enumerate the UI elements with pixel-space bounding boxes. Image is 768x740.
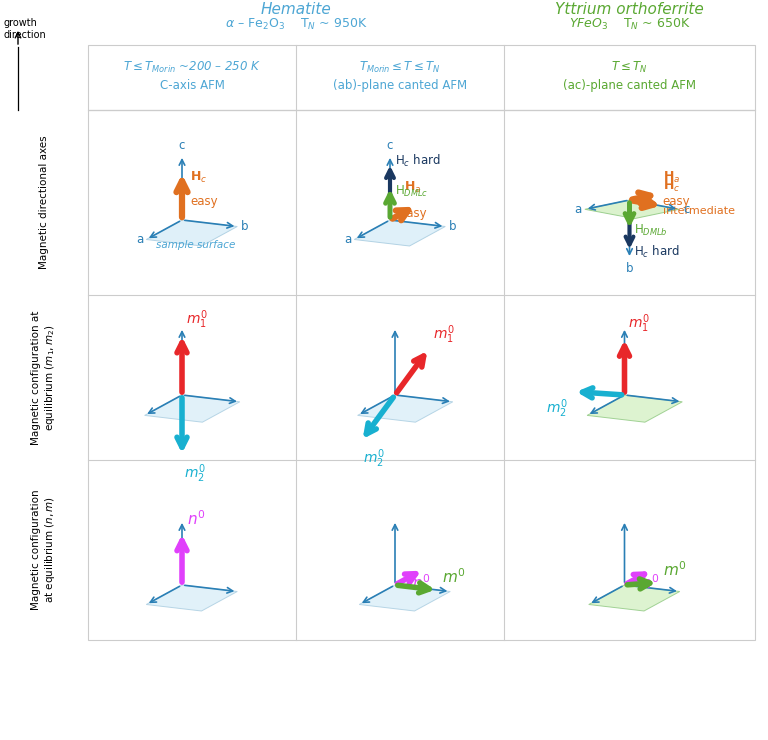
Text: c: c <box>683 203 690 216</box>
Text: easy: easy <box>663 195 690 209</box>
Text: $\alpha$ – Fe$_2$O$_3$    T$_N$ ~ 950K: $\alpha$ – Fe$_2$O$_3$ T$_N$ ~ 950K <box>225 16 367 32</box>
Text: a: a <box>136 233 144 246</box>
Text: $\mathit{m}_2^0$: $\mathit{m}_2^0$ <box>184 462 206 485</box>
Bar <box>88 45 755 110</box>
Text: H$_{DMLb}$: H$_{DMLb}$ <box>634 223 668 238</box>
Text: $m^0$: $m^0$ <box>442 568 466 586</box>
Text: $\mathit{m}_2^0$: $\mathit{m}_2^0$ <box>546 397 568 420</box>
Polygon shape <box>144 395 240 423</box>
Text: $n^0$: $n^0$ <box>412 574 431 592</box>
Text: H$_c$: H$_c$ <box>190 169 207 185</box>
Text: intermediate: intermediate <box>664 206 735 215</box>
Text: sample surface: sample surface <box>156 240 235 249</box>
Text: H$_c$ hard: H$_c$ hard <box>395 152 440 169</box>
Polygon shape <box>587 395 682 423</box>
Text: a: a <box>574 203 582 216</box>
Text: H$_{DMLc}$: H$_{DMLc}$ <box>395 184 429 199</box>
Polygon shape <box>358 395 453 423</box>
Text: c: c <box>387 139 393 152</box>
Text: H$_c$ hard: H$_c$ hard <box>634 243 680 260</box>
Text: a: a <box>344 233 351 246</box>
Polygon shape <box>359 585 450 611</box>
Text: b: b <box>449 220 457 233</box>
Polygon shape <box>589 585 680 611</box>
Text: $\mathit{m}_2^0$: $\mathit{m}_2^0$ <box>363 447 385 470</box>
Text: Magnetic configuration
at equilibrium $(n, m)$: Magnetic configuration at equilibrium $(… <box>31 490 57 610</box>
Text: $YFeO_3$    T$_N$ ~ 650K: $YFeO_3$ T$_N$ ~ 650K <box>569 16 690 32</box>
Text: easy: easy <box>190 195 217 208</box>
Text: $\mathit{m}_1^0$: $\mathit{m}_1^0$ <box>433 323 455 346</box>
Text: $T \leq T_{Morin}$ ~200 – 250 K: $T \leq T_{Morin}$ ~200 – 250 K <box>123 60 261 75</box>
Text: H$_a$: H$_a$ <box>663 170 680 186</box>
Text: Magnetic directional axes: Magnetic directional axes <box>39 135 49 269</box>
Text: b: b <box>241 220 249 233</box>
Text: b: b <box>626 262 634 275</box>
Text: $T_{Morin} \leq T \leq T_N$: $T_{Morin} \leq T \leq T_N$ <box>359 60 441 75</box>
Text: H$_a$: H$_a$ <box>404 180 422 195</box>
Text: $\mathit{m}_1^0$: $\mathit{m}_1^0$ <box>628 312 650 335</box>
Polygon shape <box>146 220 237 246</box>
Polygon shape <box>585 200 679 218</box>
Text: growth
direction: growth direction <box>4 18 47 40</box>
Text: Magnetic configuration at
equilibrium $(m_1, m_2)$: Magnetic configuration at equilibrium $(… <box>31 310 57 445</box>
Text: (ab)-plane canted AFM: (ab)-plane canted AFM <box>333 79 467 92</box>
Text: c: c <box>179 139 185 152</box>
Polygon shape <box>146 585 237 611</box>
Text: $m^0$: $m^0$ <box>663 560 687 579</box>
Text: $n^0$: $n^0$ <box>187 509 206 528</box>
Text: C-axis AFM: C-axis AFM <box>160 79 224 92</box>
Text: H$_c$: H$_c$ <box>664 178 680 194</box>
Text: Yttrium orthoferrite: Yttrium orthoferrite <box>555 2 704 18</box>
Text: (ac)-plane canted AFM: (ac)-plane canted AFM <box>563 79 696 92</box>
Text: $n^0$: $n^0$ <box>641 574 660 593</box>
Text: easy: easy <box>399 206 427 220</box>
Text: $T \leq T_N$: $T \leq T_N$ <box>611 60 648 75</box>
Text: $\mathit{m}_1^0$: $\mathit{m}_1^0$ <box>186 308 207 331</box>
Text: Hematite: Hematite <box>260 2 331 18</box>
Bar <box>88 110 755 640</box>
Polygon shape <box>354 220 445 246</box>
